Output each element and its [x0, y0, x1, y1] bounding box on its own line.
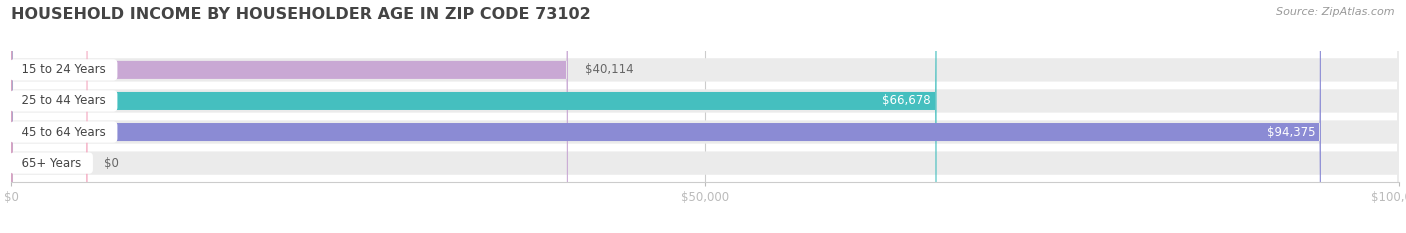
- Text: $0: $0: [104, 157, 120, 170]
- Text: $94,375: $94,375: [1267, 126, 1316, 139]
- FancyBboxPatch shape: [11, 0, 1320, 233]
- Text: 65+ Years: 65+ Years: [14, 157, 89, 170]
- FancyBboxPatch shape: [11, 0, 568, 233]
- Text: 45 to 64 Years: 45 to 64 Years: [14, 126, 114, 139]
- Text: 15 to 24 Years: 15 to 24 Years: [14, 63, 114, 76]
- FancyBboxPatch shape: [11, 0, 1399, 233]
- FancyBboxPatch shape: [11, 0, 936, 233]
- FancyBboxPatch shape: [11, 0, 1399, 233]
- Text: HOUSEHOLD INCOME BY HOUSEHOLDER AGE IN ZIP CODE 73102: HOUSEHOLD INCOME BY HOUSEHOLDER AGE IN Z…: [11, 7, 591, 22]
- Text: $40,114: $40,114: [585, 63, 633, 76]
- Text: Source: ZipAtlas.com: Source: ZipAtlas.com: [1277, 7, 1395, 17]
- FancyBboxPatch shape: [11, 0, 87, 233]
- Text: 25 to 44 Years: 25 to 44 Years: [14, 94, 114, 107]
- Text: $66,678: $66,678: [883, 94, 931, 107]
- FancyBboxPatch shape: [11, 0, 1399, 233]
- FancyBboxPatch shape: [11, 0, 1399, 233]
